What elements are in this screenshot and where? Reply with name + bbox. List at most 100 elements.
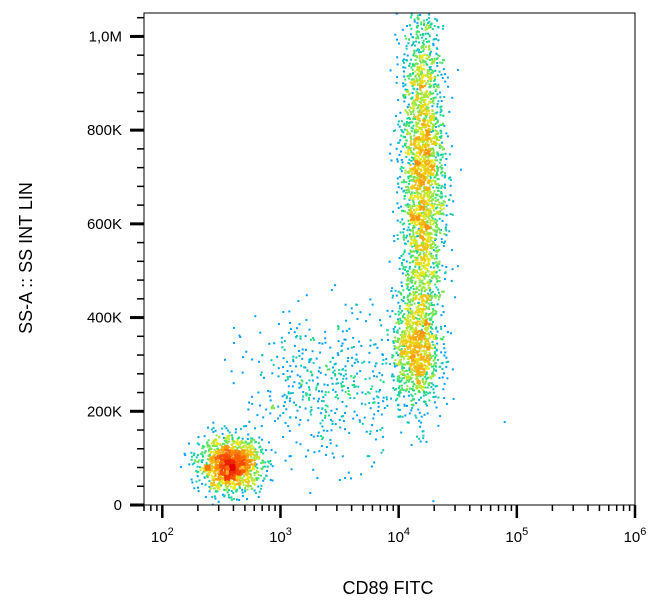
- data-point: [197, 443, 200, 446]
- data-point: [410, 352, 413, 355]
- data-point: [442, 388, 445, 391]
- data-point: [404, 95, 407, 98]
- data-point: [237, 446, 240, 449]
- data-point: [422, 109, 425, 112]
- data-point: [423, 320, 426, 323]
- data-point: [231, 509, 233, 511]
- data-point: [406, 339, 409, 342]
- data-point: [319, 351, 322, 354]
- data-point: [227, 438, 230, 441]
- data-point: [409, 377, 412, 380]
- data-point: [296, 327, 298, 330]
- data-point: [423, 175, 426, 178]
- data-point: [423, 386, 425, 389]
- data-point: [308, 393, 311, 396]
- data-point: [208, 471, 211, 474]
- data-point: [402, 352, 405, 355]
- data-point: [409, 280, 412, 283]
- data-point: [414, 373, 417, 376]
- data-point: [419, 208, 422, 211]
- data-point: [396, 397, 399, 400]
- data-point: [428, 83, 431, 86]
- data-point: [390, 290, 393, 292]
- data-point: [325, 411, 328, 413]
- data-point: [243, 445, 245, 447]
- data-point: [250, 448, 253, 451]
- data-point: [260, 484, 263, 487]
- data-point: [423, 119, 426, 122]
- data-point: [241, 371, 244, 374]
- data-point: [343, 338, 346, 341]
- data-point: [442, 27, 445, 30]
- data-point: [226, 441, 229, 444]
- data-point: [228, 440, 231, 443]
- data-point: [227, 489, 230, 492]
- data-point: [420, 289, 423, 292]
- data-point: [409, 136, 412, 139]
- data-point: [396, 160, 399, 163]
- data-point: [418, 293, 420, 296]
- data-point: [404, 268, 407, 271]
- data-point: [230, 434, 233, 437]
- data-point: [426, 300, 428, 303]
- data-point: [422, 61, 425, 64]
- data-point: [419, 73, 422, 76]
- data-point: [423, 350, 426, 353]
- data-point: [440, 241, 443, 243]
- data-point: [430, 164, 433, 167]
- data-point: [428, 348, 431, 351]
- data-point: [231, 440, 234, 442]
- data-point: [212, 450, 215, 453]
- data-point: [286, 370, 289, 372]
- data-point: [423, 230, 426, 233]
- data-point: [400, 431, 403, 434]
- data-point: [267, 441, 270, 444]
- data-point: [426, 181, 429, 184]
- data-point: [440, 196, 443, 199]
- data-point: [411, 172, 414, 175]
- data-point: [431, 113, 434, 116]
- data-point: [427, 120, 430, 123]
- data-point: [311, 379, 314, 382]
- data-point: [336, 378, 338, 381]
- data-point: [418, 398, 421, 401]
- data-point: [423, 369, 426, 371]
- data-point: [221, 432, 224, 435]
- data-point: [409, 193, 412, 196]
- data-point: [435, 271, 438, 274]
- data-point: [422, 132, 425, 135]
- data-point: [255, 463, 258, 466]
- data-point: [239, 455, 242, 458]
- data-point: [432, 246, 435, 249]
- data-point: [213, 472, 216, 475]
- data-point: [411, 211, 414, 213]
- data-point: [427, 22, 430, 24]
- data-point: [408, 277, 411, 280]
- data-point: [435, 183, 437, 186]
- data-point: [224, 471, 227, 474]
- data-point: [420, 66, 423, 69]
- data-point: [423, 364, 426, 367]
- data-point: [427, 257, 430, 260]
- data-point: [243, 468, 246, 471]
- data-point: [247, 458, 250, 461]
- data-point: [195, 456, 198, 459]
- data-point: [421, 309, 424, 312]
- data-point: [404, 96, 407, 99]
- data-point: [219, 448, 222, 451]
- data-point: [425, 45, 427, 48]
- data-point: [247, 483, 250, 486]
- data-point: [213, 487, 216, 490]
- data-point: [237, 452, 240, 455]
- data-point: [320, 412, 323, 415]
- data-point: [358, 419, 361, 422]
- data-point: [391, 310, 394, 313]
- data-point: [231, 436, 234, 439]
- data-point: [244, 490, 247, 493]
- data-point: [417, 106, 420, 109]
- data-point: [379, 389, 381, 391]
- data-point: [407, 185, 409, 188]
- data-point: [423, 150, 426, 153]
- data-point: [417, 167, 420, 169]
- data-point: [260, 425, 263, 428]
